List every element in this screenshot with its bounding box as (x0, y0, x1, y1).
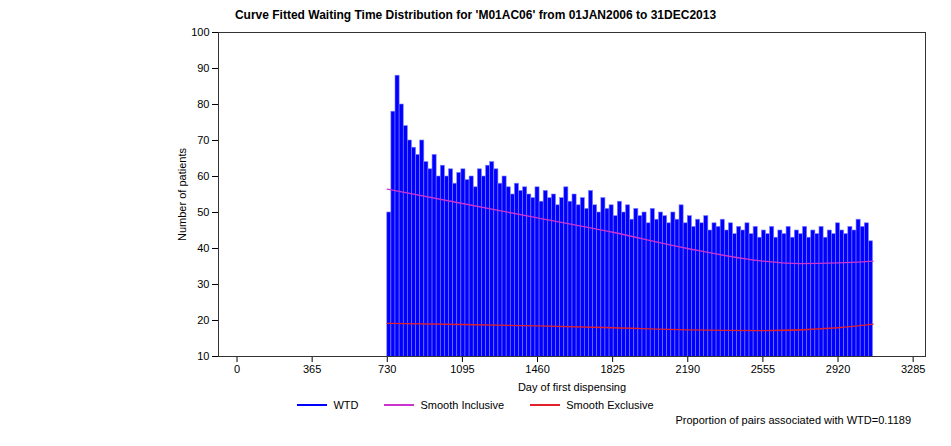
svg-text:730: 730 (378, 363, 396, 375)
svg-text:20: 20 (197, 314, 209, 326)
svg-text:60: 60 (197, 170, 209, 182)
svg-text:10: 10 (197, 350, 209, 362)
svg-text:50: 50 (197, 206, 209, 218)
html-text:Curve Fitted Waiting Time Dist: Curve Fitted Waiting Time Distribution f… (234, 8, 717, 22)
html-text:Smooth Exclusive: Smooth Exclusive (566, 399, 654, 411)
svg-text:80: 80 (197, 98, 209, 110)
svg-text:2190: 2190 (676, 363, 700, 375)
svg-text:1460: 1460 (525, 363, 549, 375)
svg-text:1095: 1095 (450, 363, 474, 375)
svg-text:2555: 2555 (751, 363, 775, 375)
svg-text:1825: 1825 (600, 363, 624, 375)
svg-text:3285: 3285 (901, 363, 925, 375)
svg-text:365: 365 (303, 363, 321, 375)
svg-text:40: 40 (197, 242, 209, 254)
html-text:Proportion of pairs associated: Proportion of pairs associated with WTD=… (675, 414, 911, 426)
html-text:Smooth Inclusive: Smooth Inclusive (420, 399, 505, 411)
html-text:WTD: WTD (333, 399, 359, 411)
svg-text:0: 0 (234, 363, 240, 375)
svg-text:90: 90 (197, 62, 209, 74)
svg-text:Day of first dispensing: Day of first dispensing (518, 381, 626, 393)
svg-text:70: 70 (197, 134, 209, 146)
svg-text:100: 100 (191, 26, 209, 38)
svg-text:30: 30 (197, 278, 209, 290)
svg-text:Number of patients: Number of patients (176, 148, 188, 241)
svg-text:2920: 2920 (826, 363, 850, 375)
